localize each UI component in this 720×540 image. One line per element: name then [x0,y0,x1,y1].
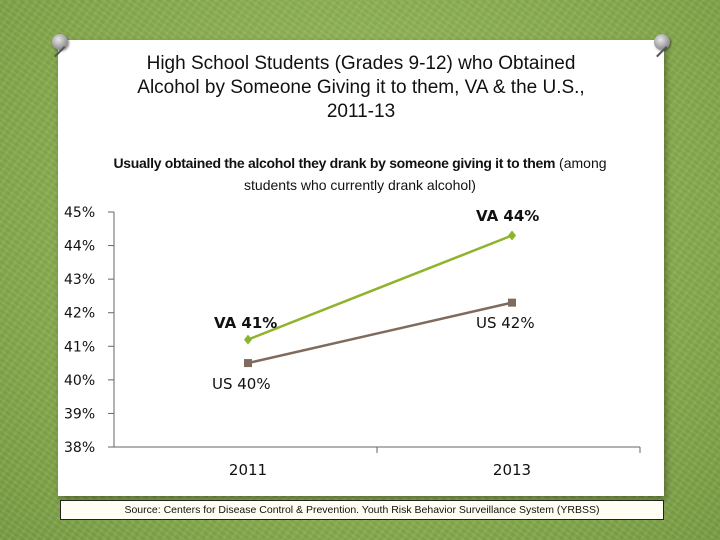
us-data-label: US 42% [476,314,535,332]
va-data-label: VA 41% [214,314,277,332]
title-line-2-main: Alcohol by Someone Giving it to them, [137,77,460,98]
x-tick-label: 2011 [229,461,267,479]
va-series-line [247,234,513,341]
y-tick-label: 40% [64,373,95,389]
subtitle-rest: (among students who currently drank alco… [244,155,607,193]
series-group: VA 41% VA 44% US 40% US 42% [212,207,539,393]
us-data-label: US 40% [212,375,271,393]
title-line-2-rest: VA & the U.S., [459,77,585,98]
y-tick-label: 39% [64,406,95,422]
source-note: Source: Centers for Disease Control & Pr… [60,500,664,520]
x-ticks-group: 2011 2013 [229,447,641,479]
y-tick-label: 41% [64,339,95,355]
va-data-label: VA 44% [476,207,539,225]
x-tick-label: 2013 [493,461,531,479]
y-tick-label: 38% [64,440,95,456]
title-line-3: 2011-13 [326,101,396,122]
us-point [244,359,252,368]
y-ticks-group: 45% 44% 43% 42% 41% 40% 39% 38% [64,205,114,456]
va-point [244,334,252,345]
va-point [508,230,516,241]
slide-card [58,40,664,496]
title-line-2: Alcohol by Someone Giving it to them, VA… [58,76,664,100]
y-tick-label: 45% [64,205,95,221]
us-series-line [247,301,513,365]
chart-title: High School Students (Grades 9-12) who O… [58,52,664,124]
y-tick-label: 44% [64,239,95,255]
y-tick-label: 43% [64,272,95,288]
us-point [508,298,516,307]
title-line-1: High School Students (Grades 9-12) who O… [146,53,576,74]
subtitle-bold: Usually obtained the alcohol they drank … [113,155,556,171]
y-tick-label: 42% [64,306,95,322]
chart-subtitle: Usually obtained the alcohol they drank … [100,152,620,196]
